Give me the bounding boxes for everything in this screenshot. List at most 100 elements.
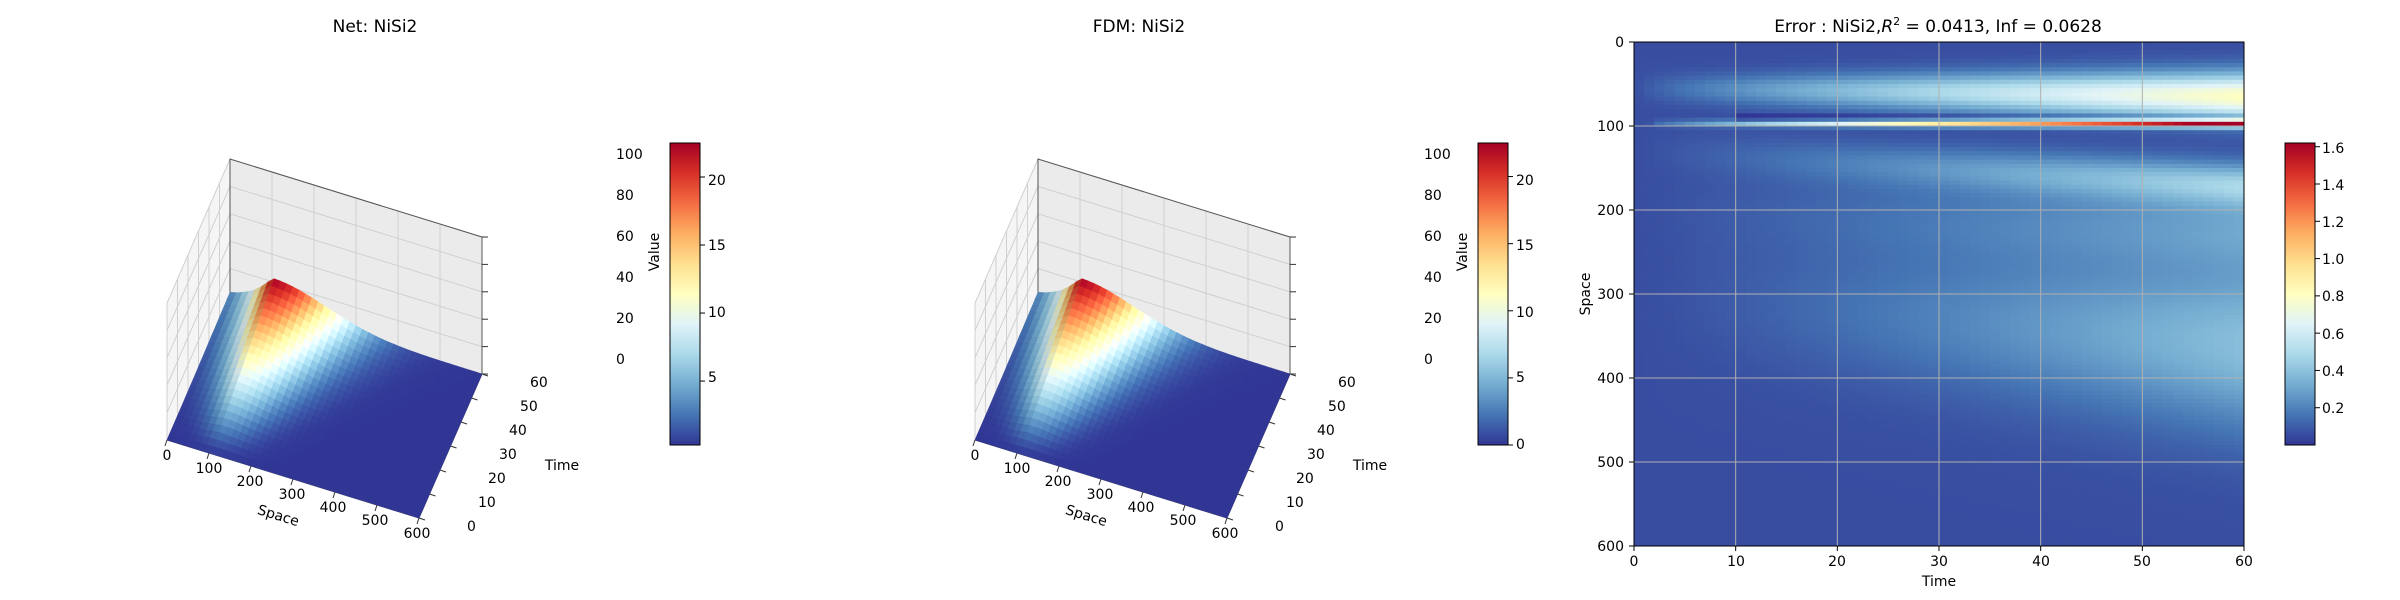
heatmap-cell [1634, 210, 1645, 215]
heatmap-cell [1857, 390, 1869, 396]
heatmap-cell [1644, 432, 1655, 438]
heatmap-cell [1756, 508, 1767, 513]
heatmap-cell [1715, 487, 1726, 492]
heatmap-cell [1664, 273, 1676, 278]
heatmap-cell [1705, 189, 1716, 194]
heatmap-cell [1786, 495, 1798, 501]
heatmap-cell [1725, 352, 1737, 358]
heatmap-cell [1695, 462, 1706, 467]
heatmap-cell [1725, 294, 1737, 299]
heatmap-cell [1745, 361, 1757, 366]
heatmap-cell [1654, 96, 1665, 102]
heatmap-cell [1817, 84, 1828, 89]
net-colorbar-tick-label: 20 [708, 173, 726, 189]
heatmap-cell [1644, 256, 1655, 261]
heatmap-cell [1827, 508, 1838, 513]
heatmap-cell [1725, 168, 1737, 173]
heatmap-cell [1847, 42, 1859, 47]
heatmap-cell [1674, 403, 1686, 408]
heatmap-cell [1664, 399, 1676, 404]
heatmap-cell [1654, 58, 1665, 64]
heatmap-cell [1684, 54, 1696, 60]
heatmap-cell [1644, 84, 1655, 89]
heatmap-cell [1867, 294, 1879, 299]
heatmap-cell [1806, 331, 1818, 337]
heatmap-cell [1776, 260, 1787, 266]
heatmap-cell [1786, 130, 1798, 135]
heatmap-cell [1847, 319, 1859, 324]
heatmap-cell [1786, 247, 1798, 253]
heatmap-cell [1664, 54, 1676, 60]
heatmap-cell [1674, 537, 1686, 543]
heatmap-cell [1837, 529, 1848, 534]
heatmap-cell [1735, 67, 1747, 72]
heatmap-cell [1847, 281, 1859, 287]
heatmap-cell [1725, 252, 1737, 257]
heatmap-cell [1847, 88, 1859, 93]
net-x-axis-label: Space [255, 502, 300, 530]
heatmap-cell [1684, 453, 1696, 459]
heatmap-cell [1735, 100, 1747, 106]
heatmap-cell [1705, 382, 1716, 387]
heatmap-cell [1684, 96, 1696, 102]
heatmap-cell [1735, 378, 1747, 383]
heatmap-cell [1705, 533, 1716, 539]
heatmap-cell [1827, 487, 1838, 492]
heatmap-cell [1817, 168, 1828, 173]
heatmap-cell [1867, 424, 1879, 429]
heatmap-cell [1827, 277, 1838, 282]
heatmap-cell [1756, 382, 1767, 387]
heatmap-cell [1644, 466, 1655, 471]
heatmap-cell [1735, 407, 1747, 413]
heatmap-cell [1725, 348, 1737, 354]
heatmap-cell [1786, 218, 1798, 224]
heatmap-cell [1786, 222, 1798, 228]
heatmap-cell [1837, 67, 1848, 72]
heatmap-cell [1715, 264, 1726, 270]
heatmap-cell [1664, 218, 1676, 224]
heatmap-cell [1725, 268, 1737, 274]
heatmap-cell [1735, 474, 1747, 480]
heatmap-cell [1837, 252, 1848, 257]
heatmap-cell [1817, 113, 1828, 119]
heatmap-cell [1715, 315, 1726, 320]
heatmap-cell [1837, 193, 1848, 198]
heatmap-cell [1664, 369, 1676, 375]
heatmap-cell [1776, 281, 1787, 287]
heatmap-cell [1817, 231, 1828, 236]
heatmap-cell [1735, 331, 1747, 337]
heatmap-cell [1806, 474, 1818, 480]
heatmap-cell [1745, 46, 1757, 51]
heatmap-cell [1644, 105, 1655, 110]
heatmap-cell [1674, 495, 1686, 501]
heatmap-cell [1756, 92, 1767, 98]
heatmap-cell [1867, 88, 1879, 93]
heatmap-cell [1776, 180, 1787, 186]
heatmap-cell [1644, 331, 1655, 337]
heatmap-cell [1827, 46, 1838, 51]
heatmap-cell [1715, 344, 1726, 350]
heatmap-cell [1664, 176, 1676, 182]
heatmap-cell [1684, 193, 1696, 198]
heatmap-cell [1684, 50, 1696, 56]
heatmap-cell [1827, 319, 1838, 324]
heatmap-cell [1847, 424, 1859, 429]
heatmap-cell [1695, 378, 1706, 383]
heatmap-cell [1817, 273, 1828, 278]
heatmap-cell [1857, 336, 1869, 341]
heatmap-cell [1735, 147, 1747, 152]
net-x-tick-label: 300 [279, 487, 306, 503]
heatmap-cell [1705, 172, 1716, 177]
heatmap-cell [1674, 407, 1686, 413]
heatmap-cell [1857, 415, 1869, 421]
heatmap-cell [1745, 344, 1757, 350]
heatmap-cell [1644, 75, 1655, 81]
heatmap-cell [1796, 113, 1808, 119]
heatmap-cell [1837, 218, 1848, 224]
heatmap-cell [1684, 58, 1696, 64]
heatmap-cell [1634, 256, 1645, 261]
heatmap-cell [1857, 331, 1869, 337]
heatmap-cell [1715, 516, 1726, 522]
heatmap-cell [1735, 394, 1747, 400]
heatmap-cell [1827, 260, 1838, 266]
